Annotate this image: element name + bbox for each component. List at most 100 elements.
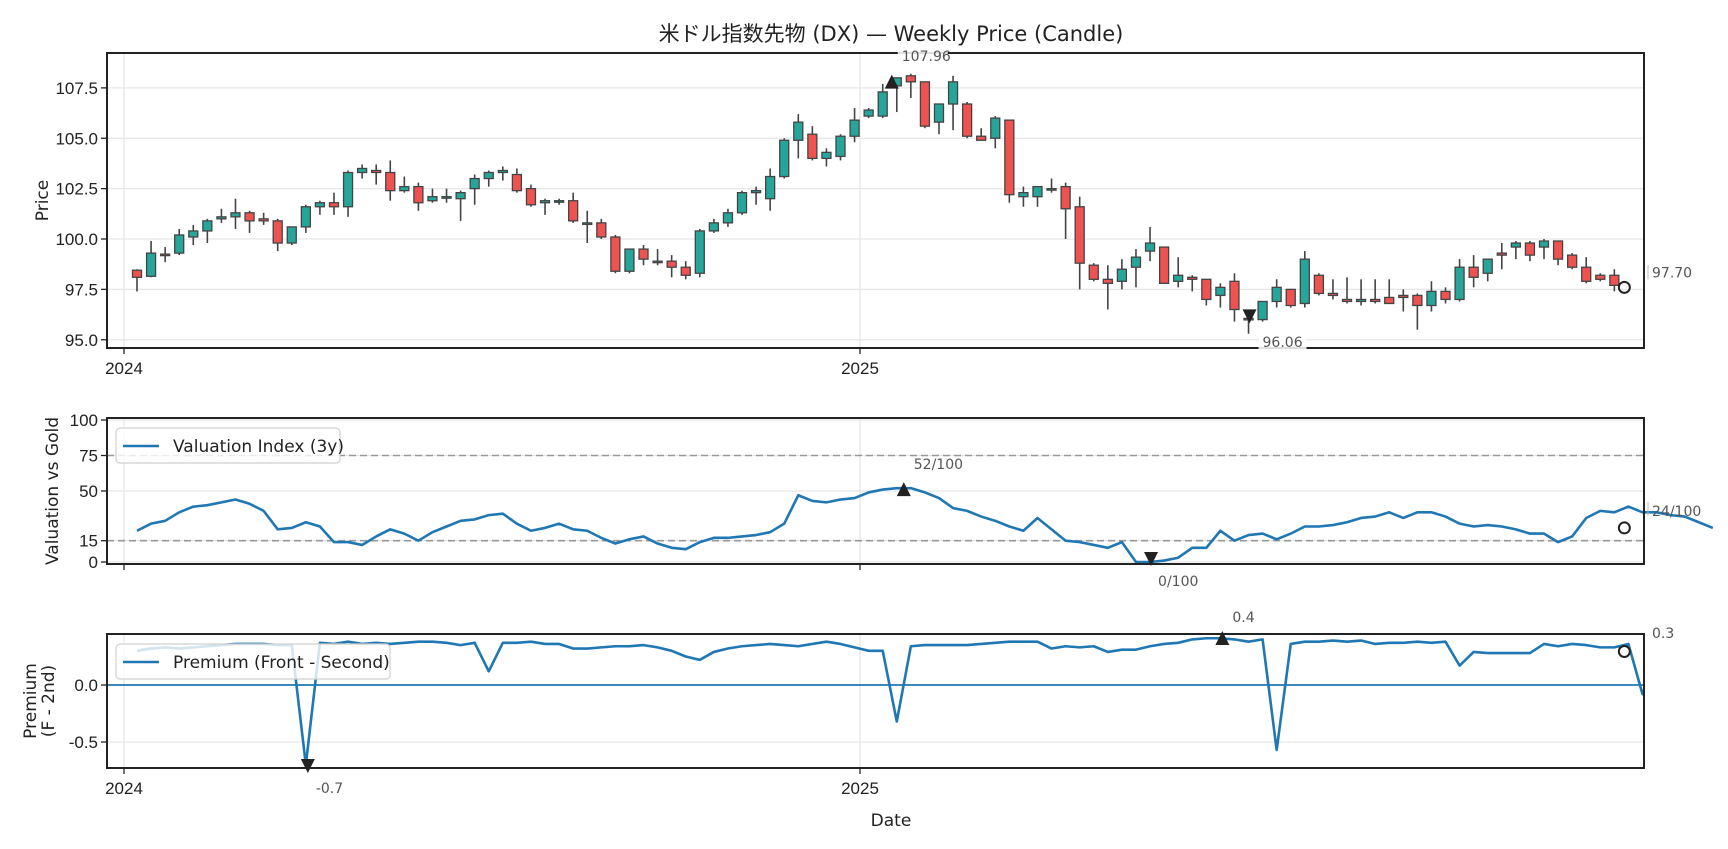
candle <box>835 134 846 161</box>
candle <box>413 182 424 211</box>
annotation-label: 96.06 <box>1263 335 1303 351</box>
price-ytick-label: 102.5 <box>55 180 98 199</box>
candle <box>666 255 677 278</box>
candle <box>779 138 790 179</box>
valuation-panel: 0 15 50 75 100 Valuation vs Gold Valuation Ind… <box>43 411 1714 590</box>
candle <box>300 204 311 233</box>
candle <box>905 73 916 98</box>
premium-legend: Premium (Front - Second) <box>115 643 391 680</box>
candle <box>356 164 368 179</box>
price-ytick-label: 95.0 <box>65 331 98 350</box>
candle <box>469 174 480 205</box>
valuation-line <box>136 486 1714 564</box>
candle <box>385 160 396 201</box>
premium-panel: -0.5 0.0 2024 2025 Premium(F - 2nd) Premium (… <box>21 610 1674 798</box>
min-marker-icon <box>1242 309 1257 324</box>
candle <box>1566 253 1578 270</box>
last-marker-icon <box>1617 521 1631 535</box>
premium-ytick-label: -0.5 <box>69 733 98 752</box>
candle <box>1454 259 1465 302</box>
candle <box>1285 288 1296 308</box>
candle <box>694 228 705 278</box>
candle <box>947 75 959 131</box>
candle <box>441 188 452 203</box>
candle <box>976 128 987 141</box>
valuation-ytick-label: 0 <box>89 553 98 572</box>
candle <box>1510 241 1522 260</box>
min-marker-icon <box>300 759 315 773</box>
candle <box>1496 243 1507 270</box>
candle <box>497 166 508 181</box>
candle <box>1609 269 1620 292</box>
last-marker-icon <box>1617 280 1631 294</box>
candle <box>1538 239 1550 260</box>
candle <box>793 114 804 159</box>
annotation-label: 107.96 <box>902 49 951 65</box>
candle <box>314 200 326 215</box>
candle <box>455 190 466 221</box>
candle <box>1440 287 1451 304</box>
candle <box>244 210 255 233</box>
candle <box>174 228 185 256</box>
valuation-ytick-label: 50 <box>79 482 98 501</box>
x-tick-label: 2025 <box>841 779 879 798</box>
candle <box>610 234 621 274</box>
candle <box>750 186 762 205</box>
candle <box>1130 249 1142 288</box>
candle <box>1299 251 1310 308</box>
candle <box>624 248 635 274</box>
candle <box>399 176 410 193</box>
candle <box>371 164 382 185</box>
candle <box>1468 255 1479 288</box>
max-marker-icon <box>1215 631 1230 645</box>
candle <box>1060 182 1071 239</box>
candle <box>1215 283 1226 308</box>
candle <box>877 83 888 119</box>
last-marker-icon <box>1617 645 1631 658</box>
candle <box>342 170 354 217</box>
candle <box>1384 279 1395 305</box>
candle <box>1201 278 1212 306</box>
valuation-legend: Valuation Index (3y) <box>115 427 344 464</box>
candle <box>1088 263 1099 282</box>
chart-title: 米ドル指数先物 (DX) — Weekly Price (Candle) <box>659 22 1124 46</box>
valuation-ytick-label: 100 <box>70 411 98 430</box>
candle <box>145 241 157 278</box>
candle <box>736 190 748 215</box>
candle <box>1229 273 1240 322</box>
candle <box>568 192 579 223</box>
x-axis-label: Date <box>871 811 912 831</box>
candle <box>849 108 860 143</box>
candle <box>230 198 241 229</box>
premium-ytick-label: 0.0 <box>74 676 98 695</box>
x-tick-label: 2024 <box>105 359 143 378</box>
candle <box>990 116 1001 149</box>
candle <box>272 218 283 252</box>
candle <box>159 247 171 263</box>
candle <box>553 198 565 205</box>
candle <box>328 192 340 215</box>
candle <box>1102 265 1113 310</box>
candle <box>919 81 931 129</box>
legend-label: Valuation Index (3y) <box>173 437 344 457</box>
candle <box>1398 289 1409 312</box>
candle <box>933 103 945 135</box>
candle <box>1271 279 1282 308</box>
candle <box>1552 240 1564 266</box>
candle <box>1524 241 1536 262</box>
price-y-axis-label: Price <box>33 180 53 221</box>
candle <box>286 226 297 246</box>
premium-y-axis-label: Premium(F - 2nd) <box>21 663 59 739</box>
annotation-label: 0.3 <box>1652 626 1674 642</box>
candle <box>961 101 973 139</box>
min-marker-icon <box>1144 552 1159 566</box>
annotation-label: 0.4 <box>1232 610 1254 626</box>
candle <box>1370 279 1381 304</box>
candle <box>216 208 227 223</box>
premium-line <box>136 636 1644 767</box>
candle <box>483 170 494 187</box>
candle <box>1341 277 1353 304</box>
legend-label: Premium (Front - Second) <box>173 653 390 673</box>
candle <box>131 269 143 292</box>
